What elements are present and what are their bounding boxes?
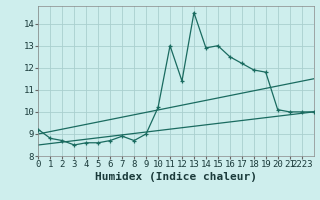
X-axis label: Humidex (Indice chaleur): Humidex (Indice chaleur) bbox=[95, 172, 257, 182]
